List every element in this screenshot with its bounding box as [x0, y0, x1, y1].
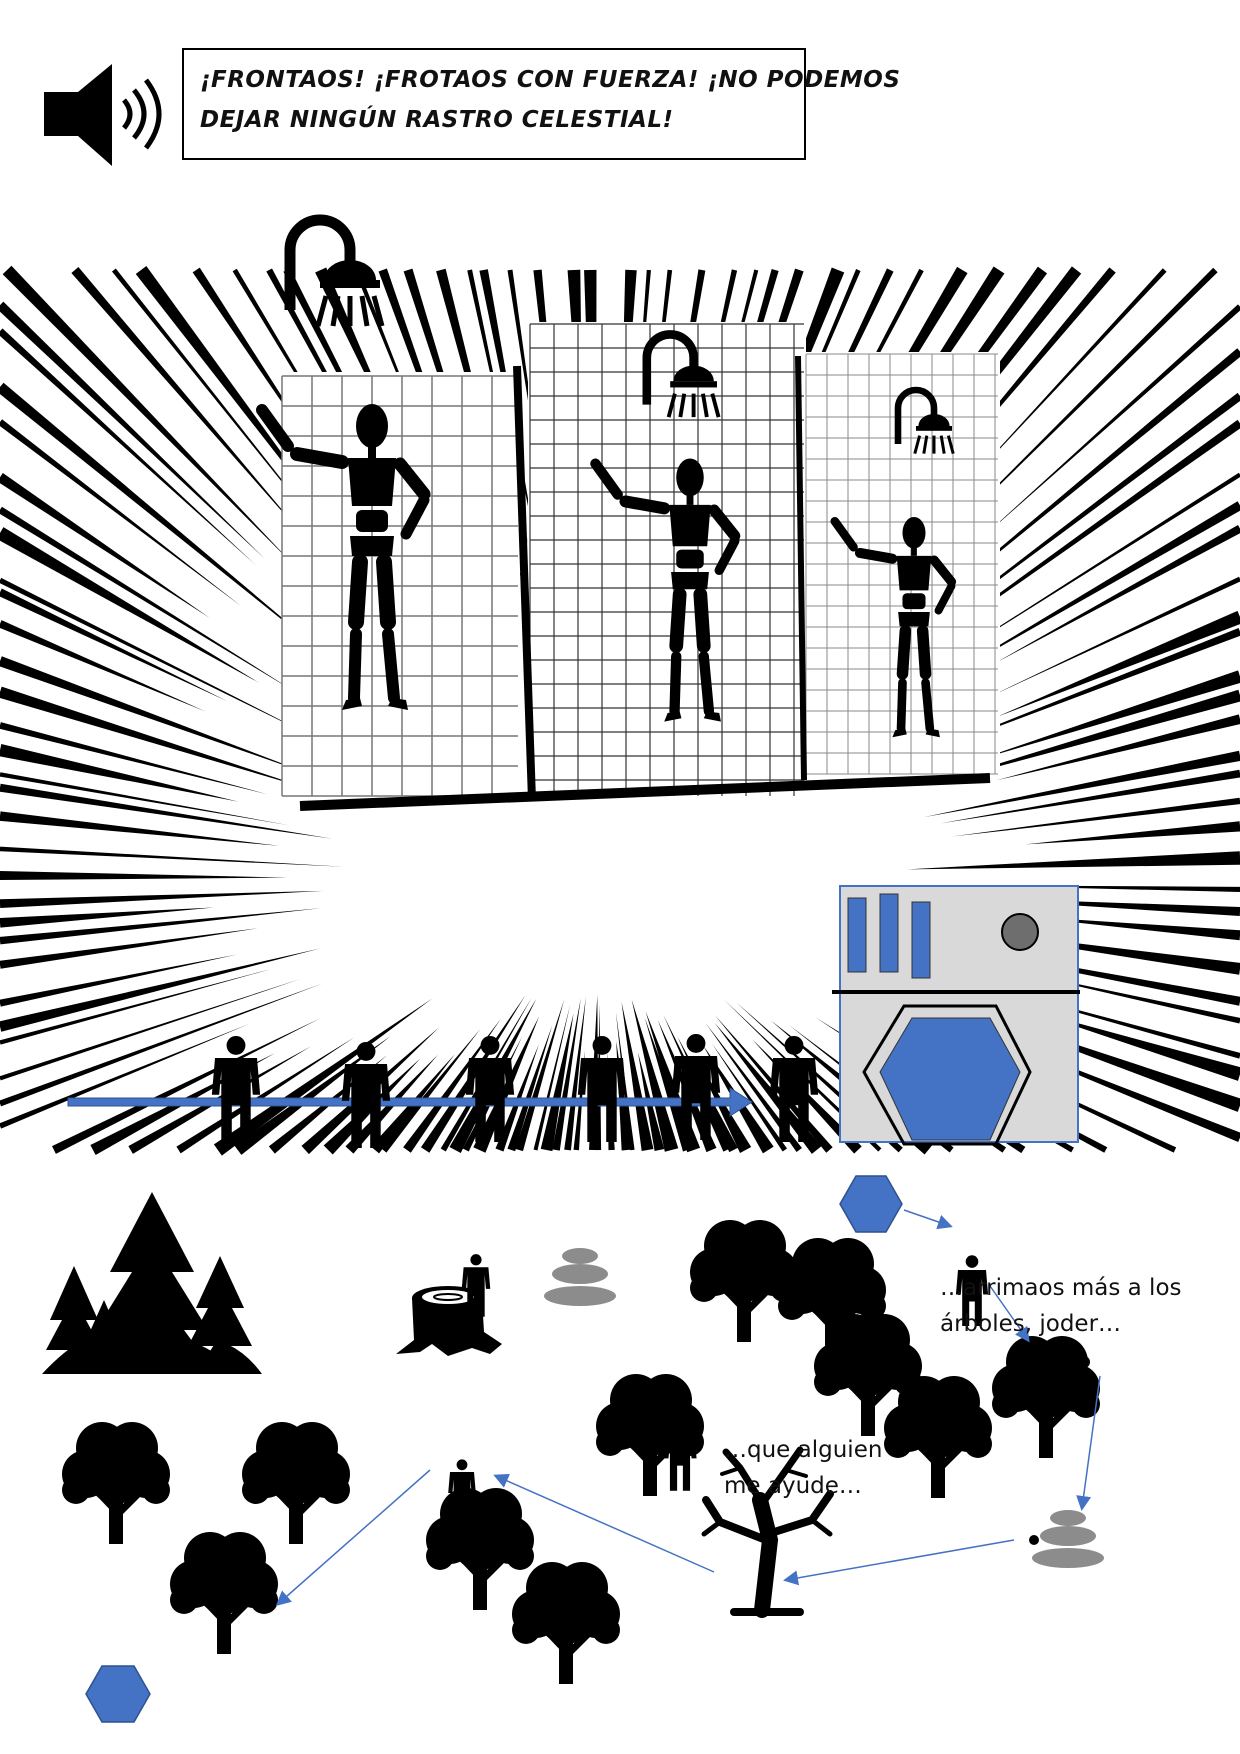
bare-tree-icon — [701, 1446, 834, 1618]
tree-stump-icon — [396, 1286, 502, 1356]
speech-text: …que alguien me ayude… — [724, 1432, 882, 1504]
narration-box: ¡FRONTAOS! ¡FROTAOS CON FUERZA! ¡NO PODE… — [182, 48, 901, 160]
speech-text: …arrimaos más a los árboles, joder… — [940, 1270, 1182, 1342]
person-icon — [577, 1035, 627, 1142]
speech-line: …que alguien — [724, 1437, 883, 1463]
washing-machine-icon — [832, 885, 1080, 1146]
round-tree-icon — [242, 1422, 350, 1544]
round-tree-icon — [426, 1488, 534, 1610]
narration-line: DEJAR NINGÚN RASTRO CELESTIAL! — [200, 107, 674, 133]
speech-line: árboles, joder… — [940, 1311, 1122, 1337]
round-tree-icon — [992, 1336, 1100, 1458]
stacked-stones-icon — [544, 1248, 616, 1306]
round-tree-icon — [512, 1562, 620, 1684]
pine-forest-icon — [42, 1192, 262, 1374]
speech-line: me ayude… — [724, 1473, 862, 1499]
shower-stalls — [281, 322, 1000, 811]
round-tree-icon — [170, 1532, 278, 1654]
route-arrows — [275, 1209, 1101, 1606]
narration-line: ¡FRONTAOS! ¡FROTAOS CON FUERZA! ¡NO PODE… — [200, 67, 901, 93]
blue-hexagon-icon — [839, 1175, 903, 1233]
blue-hexagon-icon — [85, 1665, 151, 1723]
queue-arrow — [67, 1087, 753, 1117]
speech-line: …arrimaos más a los — [940, 1275, 1182, 1301]
round-tree-icon — [62, 1422, 170, 1544]
stacked-stones-icon — [1032, 1510, 1104, 1568]
speaker-sound-icon — [44, 64, 162, 166]
round-tree-icon — [884, 1376, 992, 1498]
